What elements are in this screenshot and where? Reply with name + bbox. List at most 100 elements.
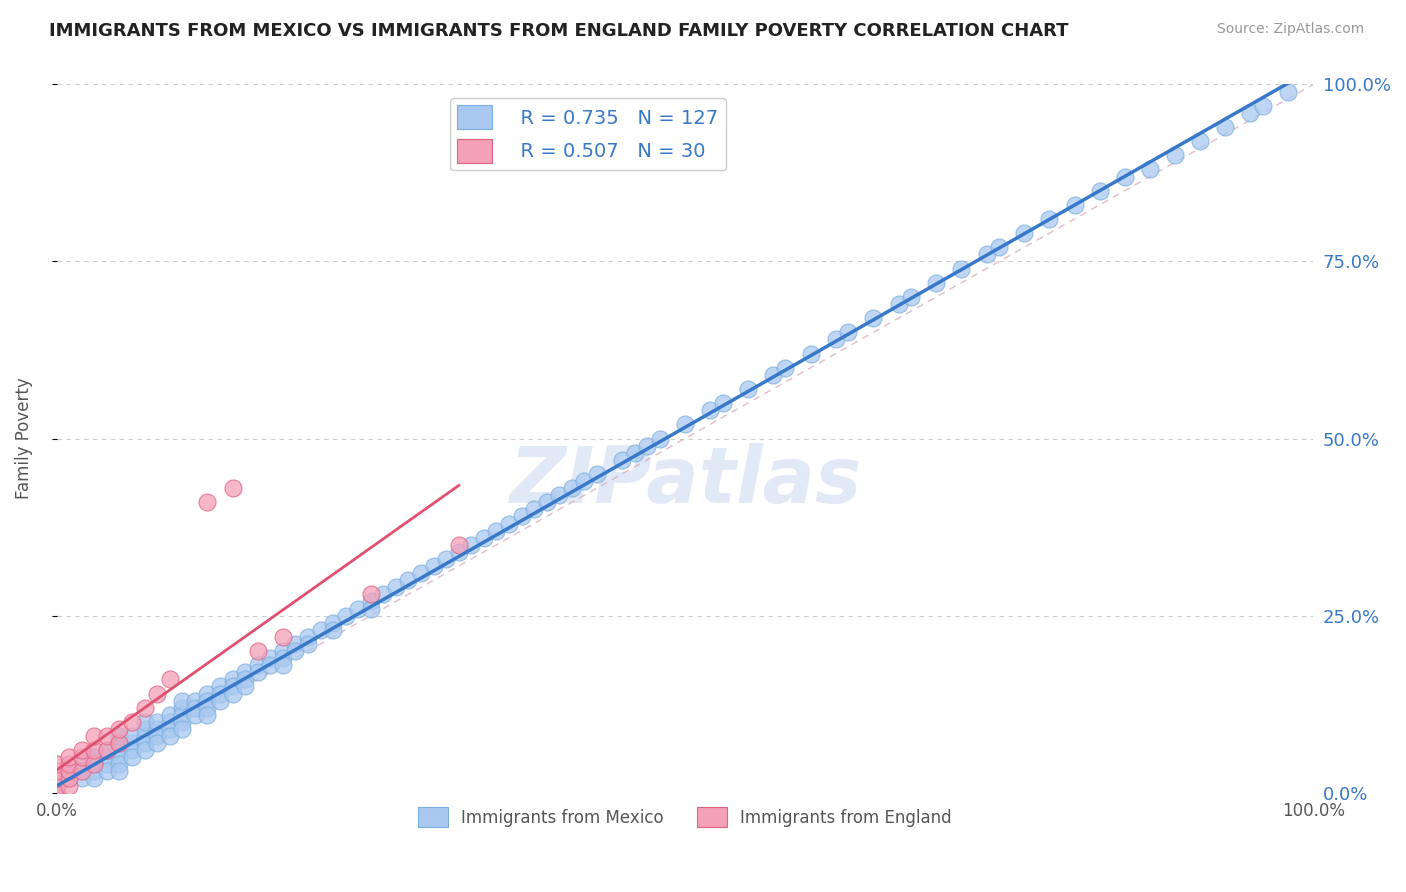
Point — [360, 587, 382, 601]
Point — [58, 764, 80, 779]
Point — [208, 693, 231, 707]
Point — [373, 587, 395, 601]
Point — [172, 707, 194, 722]
Point — [409, 566, 432, 580]
Point — [108, 764, 131, 779]
Point — [96, 750, 118, 764]
Point — [586, 467, 609, 481]
Text: ZIPatlas: ZIPatlas — [509, 443, 860, 519]
Point — [134, 700, 156, 714]
Point — [121, 743, 143, 757]
Point — [108, 729, 131, 743]
Point — [347, 601, 370, 615]
Point — [636, 439, 658, 453]
Point — [447, 538, 470, 552]
Point — [762, 368, 785, 382]
Point — [221, 673, 243, 687]
Point — [172, 714, 194, 729]
Point — [45, 764, 67, 779]
Text: IMMIGRANTS FROM MEXICO VS IMMIGRANTS FROM ENGLAND FAMILY POVERTY CORRELATION CHA: IMMIGRANTS FROM MEXICO VS IMMIGRANTS FRO… — [49, 22, 1069, 40]
Point — [711, 396, 734, 410]
Point — [70, 757, 93, 772]
Point — [1012, 226, 1035, 240]
Point — [96, 729, 118, 743]
Point — [83, 764, 105, 779]
Point — [134, 722, 156, 736]
Point — [536, 495, 558, 509]
Legend: Immigrants from Mexico, Immigrants from England: Immigrants from Mexico, Immigrants from … — [411, 800, 959, 834]
Y-axis label: Family Poverty: Family Poverty — [15, 377, 32, 500]
Point — [108, 757, 131, 772]
Point — [335, 608, 357, 623]
Point — [134, 743, 156, 757]
Point — [197, 686, 219, 700]
Point — [83, 729, 105, 743]
Point — [1164, 148, 1187, 162]
Point — [862, 311, 884, 326]
Point — [70, 764, 93, 779]
Point — [159, 673, 181, 687]
Point — [1189, 134, 1212, 148]
Point — [1213, 120, 1236, 134]
Point — [83, 772, 105, 786]
Point — [699, 403, 721, 417]
Point — [271, 644, 294, 658]
Point — [184, 700, 207, 714]
Point — [159, 722, 181, 736]
Point — [271, 630, 294, 644]
Point — [146, 729, 169, 743]
Point — [900, 290, 922, 304]
Point — [322, 623, 344, 637]
Point — [108, 722, 131, 736]
Point — [197, 495, 219, 509]
Point — [197, 700, 219, 714]
Point — [271, 651, 294, 665]
Point — [172, 722, 194, 736]
Point — [297, 637, 319, 651]
Point — [108, 736, 131, 750]
Point — [259, 651, 281, 665]
Point — [58, 772, 80, 786]
Point — [309, 623, 332, 637]
Point — [221, 481, 243, 495]
Point — [172, 700, 194, 714]
Point — [297, 630, 319, 644]
Point — [523, 502, 546, 516]
Point — [83, 757, 105, 772]
Point — [1239, 105, 1261, 120]
Point — [246, 644, 269, 658]
Point — [96, 743, 118, 757]
Point — [121, 750, 143, 764]
Point — [271, 658, 294, 673]
Point — [1063, 198, 1085, 212]
Point — [45, 779, 67, 793]
Point — [887, 297, 910, 311]
Point — [96, 757, 118, 772]
Point — [284, 637, 307, 651]
Point — [45, 779, 67, 793]
Point — [1088, 184, 1111, 198]
Point — [70, 750, 93, 764]
Point — [159, 707, 181, 722]
Point — [146, 722, 169, 736]
Point — [58, 764, 80, 779]
Point — [498, 516, 520, 531]
Point — [134, 736, 156, 750]
Point — [146, 714, 169, 729]
Point — [159, 714, 181, 729]
Point — [648, 432, 671, 446]
Point — [221, 680, 243, 694]
Point — [70, 743, 93, 757]
Point — [58, 779, 80, 793]
Point — [221, 686, 243, 700]
Point — [246, 665, 269, 680]
Point — [623, 446, 645, 460]
Point — [1251, 98, 1274, 112]
Point — [121, 714, 143, 729]
Point — [233, 665, 256, 680]
Point — [259, 658, 281, 673]
Point — [58, 772, 80, 786]
Point — [485, 524, 508, 538]
Point — [824, 332, 846, 346]
Point — [233, 680, 256, 694]
